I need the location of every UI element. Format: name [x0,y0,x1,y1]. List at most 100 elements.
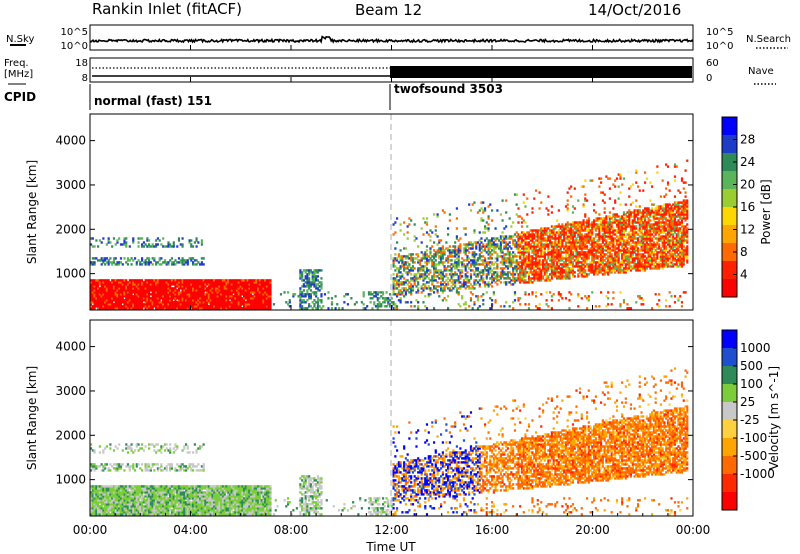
power-cell-4274 [598,227,601,230]
power-cell-122 [100,259,103,262]
power-cell-2698 [473,281,476,284]
power-cell-3559 [549,291,552,294]
power-cell-3269 [526,197,529,200]
power-cell-4376 [605,243,608,246]
power-cell-3461 [540,235,543,238]
power-cell-3806 [566,265,569,268]
power-cell-87 [97,279,100,282]
power-cell-3411 [536,237,539,240]
power-cell-4551 [617,269,620,272]
power-cell-4455 [610,263,613,266]
power-cell-3212 [522,249,525,252]
power-cell-1607 [255,307,258,310]
power-cell-956 [181,261,184,264]
power-cell-1255 [213,303,216,306]
power-cell-3548 [547,247,550,250]
power-cell-546 [142,295,145,298]
power-cell-847 [170,283,174,286]
power-cell-1689 [264,293,267,296]
power-cell-4942 [642,253,645,256]
power-cell-2428 [441,255,444,258]
power-cell-2367 [436,289,439,292]
power-cell-4198 [593,241,596,244]
power-cell-1106 [195,259,198,262]
power-cell-707 [156,237,159,240]
power-cell-1637 [258,307,261,310]
power-cell-32 [91,279,94,282]
power-cell-2245 [422,275,425,278]
power-cell-3486 [542,229,545,232]
power-cell-2230 [420,273,423,276]
power-cell-1861 [313,275,316,278]
power-cell-3246 [524,235,527,238]
power-cell-2777 [480,201,483,204]
power-cell-3964 [577,257,580,260]
power-cell-1343 [223,307,226,310]
power-cell-1579 [251,305,254,308]
power-cell-2869 [489,247,492,250]
power-cell-4300 [600,227,603,230]
power-cell-3891 [571,263,575,266]
power-cell-2542 [455,265,458,268]
power-cell-1729 [269,303,272,306]
power-cell-2526 [454,263,457,266]
power-cell-2489 [448,219,451,222]
power-cell-4529 [615,265,619,268]
power-cell-4485 [612,245,615,248]
power-cell-4910 [640,259,643,262]
power-cell-4511 [614,249,617,252]
power-cell-2391 [438,251,441,254]
power-cell-4889 [638,243,641,246]
beam-title: Beam 12 [355,1,422,19]
power-cell-3588 [550,261,553,264]
power-cell-4530 [615,261,619,264]
power-cell-3529 [545,237,548,240]
power-cell-3475 [542,255,545,258]
power-cell-3321 [531,273,534,276]
power-cell-2432 [441,247,444,250]
power-cell-162 [105,307,108,310]
power-cell-946 [181,295,184,298]
power-cell-689 [155,239,158,242]
power-cell-2031 [396,307,399,310]
power-cell-1119 [197,289,200,292]
power-cell-3105 [513,239,517,242]
power-cell-1118 [197,291,200,294]
power-cell-4384 [605,223,608,226]
power-cell-3919 [573,245,576,248]
power-cell-67 [95,285,98,288]
power-cell-434 [132,305,135,308]
power-cell-901 [176,279,179,282]
power-cell-2604 [462,283,466,286]
power-cell-657 [153,297,156,300]
power-cell-804 [167,295,170,298]
power-cell-266 [114,283,117,286]
power-cell-3303 [529,265,532,268]
power-cell-2870 [489,245,492,248]
power-cell-2718 [475,273,478,276]
power-cell-4163 [591,261,594,264]
power-cell-3516 [545,273,548,276]
power-cell-1495 [241,297,244,300]
power-cell-1445 [234,279,237,282]
power-cell-4121 [587,253,590,256]
power-cell-3084 [512,255,515,258]
power-cell-4541 [615,231,619,234]
power-cell-2274 [425,275,429,278]
power-cell-4339 [603,267,606,270]
power-cell-3778 [564,267,568,270]
power-cell-2977 [501,257,504,260]
power-cell-3347 [533,271,536,274]
power-cell-1375 [227,303,230,306]
power-cell-3499 [543,251,546,254]
power-cell-2471 [447,257,450,260]
power-cell-4385 [605,221,608,224]
power-cell-3970 [577,241,580,244]
power-cell-4420 [608,271,611,274]
power-cell-4416 [607,223,610,226]
freq-label: Freq. [4,58,29,69]
power-cell-4783 [631,237,634,240]
power-cell-189 [107,289,110,292]
power-cell-2096 [403,283,406,286]
